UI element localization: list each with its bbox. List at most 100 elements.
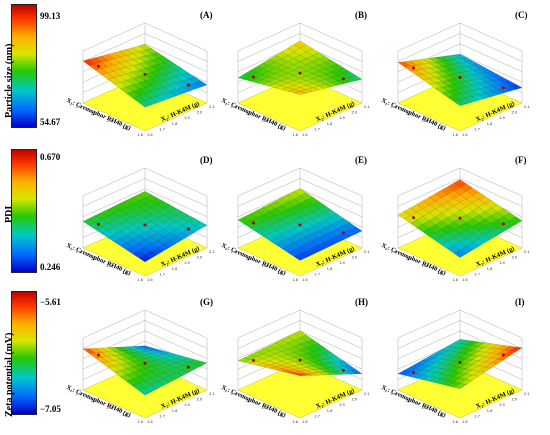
surface-plot: 1.6 1.8 2.0 2.2 2.4 1.6 1.7 1.8 1.9 2.0 2.1 xyxy=(75,167,215,282)
svg-text:1.8: 1.8 xyxy=(172,408,178,413)
svg-text:2.0: 2.0 xyxy=(106,405,112,410)
svg-text:1.6: 1.6 xyxy=(292,277,298,282)
svg-text:1.6: 1.6 xyxy=(462,132,468,137)
svg-text:2.1: 2.1 xyxy=(209,104,215,109)
svg-text:2.0: 2.0 xyxy=(352,255,358,260)
surface-plot: 1.6 1.8 2.0 2.2 2.4 1.6 1.7 1.8 1.9 2.0 2.1 xyxy=(390,167,530,282)
svg-text:1.6: 1.6 xyxy=(452,277,458,282)
svg-text:2.2: 2.2 xyxy=(246,398,252,403)
tick-labels: 1.6 1.8 2.0 2.2 2.4 1.6 1.7 1.8 1.9 2.0 2.1 xyxy=(75,104,215,137)
surface-panel: (G) 1.6 1.8 2.0 2.2 2.4 1.6 1.7 1.8 1.9 2.0 2.1 X₁: … xyxy=(65,292,220,424)
svg-text:1.8: 1.8 xyxy=(277,412,283,417)
svg-text:1.8: 1.8 xyxy=(277,270,283,275)
svg-text:2.0: 2.0 xyxy=(197,397,203,402)
svg-text:2.4: 2.4 xyxy=(75,249,81,254)
response-surface xyxy=(397,53,523,106)
response-surface xyxy=(237,188,363,261)
svg-text:1.6: 1.6 xyxy=(147,277,153,282)
row-pdi: 0.670 0.246 PDI xyxy=(0,145,550,280)
svg-text:1.6: 1.6 xyxy=(292,132,298,137)
panel-label: (A) xyxy=(200,10,213,20)
panel-label: (C) xyxy=(515,10,528,20)
design-points xyxy=(97,64,190,87)
svg-text:1.6: 1.6 xyxy=(302,419,308,424)
svg-text:1.8: 1.8 xyxy=(437,125,443,130)
svg-text:2.0: 2.0 xyxy=(421,263,427,268)
svg-text:2.2: 2.2 xyxy=(91,256,97,261)
surface-plot: 1.6 1.8 2.0 2.2 2.4 1.6 1.7 1.8 1.9 2.0 2.1 xyxy=(230,167,370,282)
svg-text:1.8: 1.8 xyxy=(437,270,443,275)
surface-plot: 1.6 1.8 2.0 2.2 2.4 1.6 1.7 1.8 1.9 2.0 2.1 xyxy=(230,22,370,137)
tick-labels: 1.6 1.8 2.0 2.2 2.4 1.6 1.7 1.8 1.9 2.0 2.1 xyxy=(390,104,530,137)
svg-text:2.0: 2.0 xyxy=(261,263,267,268)
svg-text:2.0: 2.0 xyxy=(512,110,518,115)
svg-text:2.0: 2.0 xyxy=(352,397,358,402)
design-points xyxy=(252,71,345,81)
colorbar-min-label: −7.05 xyxy=(40,404,61,414)
svg-text:2.1: 2.1 xyxy=(364,249,370,254)
svg-text:1.7: 1.7 xyxy=(159,413,165,418)
svg-text:1.7: 1.7 xyxy=(159,271,165,276)
svg-text:1.7: 1.7 xyxy=(474,126,480,131)
svg-text:1.6: 1.6 xyxy=(302,277,308,282)
svg-text:1.8: 1.8 xyxy=(327,266,333,271)
svg-text:1.7: 1.7 xyxy=(474,413,480,418)
surface-plot: 1.6 1.8 2.0 2.2 2.4 1.6 1.7 1.8 1.9 2.0 2.1 xyxy=(75,22,215,137)
svg-text:1.9: 1.9 xyxy=(184,260,190,265)
colorbar-min-label: 0.246 xyxy=(40,262,61,272)
svg-text:1.8: 1.8 xyxy=(172,121,178,126)
svg-text:2.4: 2.4 xyxy=(390,391,396,396)
surface-panel: (B) 1.6 1.8 2.0 2.2 2.4 1.6 1.7 1.8 1.9 2.0 2.1 X₁: … xyxy=(220,5,375,137)
tick-labels: 1.6 1.8 2.0 2.2 2.4 1.6 1.7 1.8 1.9 2.0 2.1 xyxy=(230,249,370,282)
svg-text:2.2: 2.2 xyxy=(406,398,412,403)
svg-text:1.8: 1.8 xyxy=(437,412,443,417)
svg-text:1.6: 1.6 xyxy=(462,277,468,282)
panel-label: (H) xyxy=(355,297,368,307)
svg-text:1.7: 1.7 xyxy=(314,271,320,276)
svg-text:1.8: 1.8 xyxy=(487,121,493,126)
colorbar-min-label: 54.67 xyxy=(40,117,61,127)
svg-text:1.9: 1.9 xyxy=(184,402,190,407)
svg-text:2.2: 2.2 xyxy=(406,111,412,116)
svg-text:1.6: 1.6 xyxy=(452,132,458,137)
panel-label: (F) xyxy=(515,155,527,165)
surface-plot: 1.6 1.8 2.0 2.2 2.4 1.6 1.7 1.8 1.9 2.0 2.1 xyxy=(75,309,215,424)
svg-text:1.8: 1.8 xyxy=(172,266,178,271)
svg-text:2.0: 2.0 xyxy=(106,118,112,123)
panel-label: (G) xyxy=(200,297,213,307)
svg-text:2.4: 2.4 xyxy=(390,104,396,109)
design-points xyxy=(412,353,505,374)
svg-text:2.0: 2.0 xyxy=(261,405,267,410)
svg-text:1.9: 1.9 xyxy=(499,260,505,265)
svg-text:2.0: 2.0 xyxy=(421,118,427,123)
colorbar-max-label: −5.61 xyxy=(40,297,61,307)
response-surface xyxy=(82,345,208,396)
surface-panel: (H) 1.6 1.8 2.0 2.2 2.4 1.6 1.7 1.8 1.9 2.0 2.1 X₁: … xyxy=(220,292,375,424)
svg-text:2.2: 2.2 xyxy=(406,256,412,261)
svg-text:2.0: 2.0 xyxy=(197,255,203,260)
response-axis-label: Zeta potential (mV) xyxy=(4,332,15,417)
svg-text:2.4: 2.4 xyxy=(390,249,396,254)
svg-text:2.4: 2.4 xyxy=(230,391,236,396)
svg-text:1.8: 1.8 xyxy=(327,121,333,126)
svg-text:2.0: 2.0 xyxy=(421,405,427,410)
tick-labels: 1.6 1.8 2.0 2.2 2.4 1.6 1.7 1.8 1.9 2.0 2.1 xyxy=(75,391,215,424)
svg-text:2.0: 2.0 xyxy=(512,255,518,260)
colorbar-pdi xyxy=(11,149,37,273)
response-surface xyxy=(237,330,363,376)
response-surface xyxy=(82,191,208,263)
svg-text:2.0: 2.0 xyxy=(512,397,518,402)
svg-text:1.6: 1.6 xyxy=(302,132,308,137)
contour-floor xyxy=(237,74,363,132)
tick-labels: 1.6 1.8 2.0 2.2 2.4 1.6 1.7 1.8 1.9 2.0 2.1 xyxy=(390,391,530,424)
surface-plot: 1.6 1.8 2.0 2.2 2.4 1.6 1.7 1.8 1.9 2.0 2.1 xyxy=(230,309,370,424)
surface-panel: (C) 1.6 1.8 2.0 2.2 2.4 1.6 1.7 1.8 1.9 2.0 2.1 X₁: … xyxy=(380,5,535,137)
tick-labels: 1.6 1.8 2.0 2.2 2.4 1.6 1.7 1.8 1.9 2.0 2.1 xyxy=(230,391,370,424)
surface-plot: 1.6 1.8 2.0 2.2 2.4 1.6 1.7 1.8 1.9 2.0 2.1 xyxy=(390,22,530,137)
svg-text:1.9: 1.9 xyxy=(339,260,345,265)
svg-text:2.0: 2.0 xyxy=(106,263,112,268)
svg-text:2.2: 2.2 xyxy=(91,111,97,116)
surface-panel: (D) 1.6 1.8 2.0 2.2 2.4 1.6 1.7 1.8 1.9 2.0 2.1 X₁: … xyxy=(65,150,220,282)
svg-text:2.0: 2.0 xyxy=(261,118,267,123)
svg-text:2.1: 2.1 xyxy=(364,104,370,109)
